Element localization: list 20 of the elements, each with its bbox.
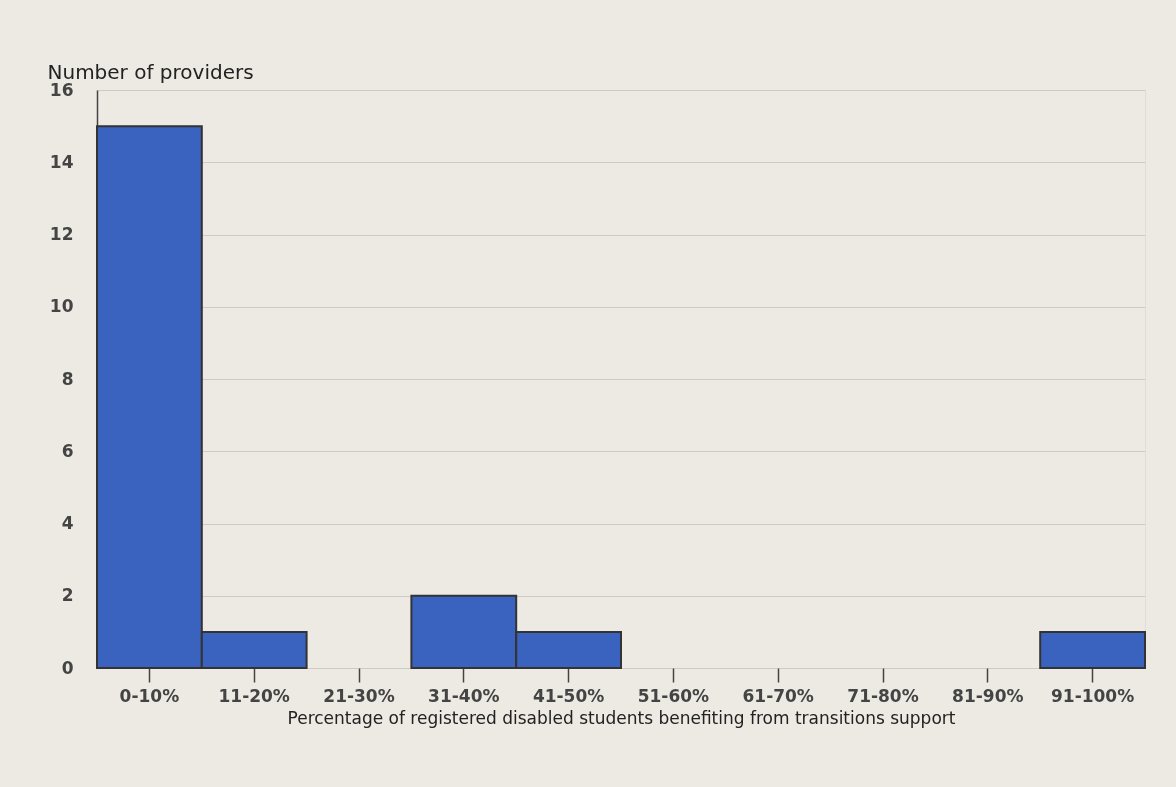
y-tick-label: 10: [49, 296, 74, 317]
x-tick-label: 31-40%: [428, 685, 500, 706]
y-tick-label: 4: [61, 513, 74, 533]
y-tick-label: 2: [61, 585, 74, 606]
x-tick-label: 61-70%: [742, 685, 814, 706]
y-tick-label: 0: [61, 657, 74, 678]
y-tick-label: 12: [49, 224, 74, 244]
y-tick-label: 6: [61, 440, 74, 461]
x-tick-label: 51-60%: [637, 685, 710, 706]
y-tick-label: 14: [49, 151, 74, 172]
x-tick-label: 81-90%: [952, 685, 1024, 706]
x-tick-label: 41-50%: [532, 685, 605, 706]
y-tick-label: 8: [61, 368, 74, 389]
x-axis-title: Percentage of registered disabled students benefiting from transitions support: [287, 707, 956, 728]
x-tick-label: 21-30%: [323, 685, 395, 706]
x-tick-label: 0-10%: [119, 685, 180, 706]
x-tick-label: 11-20%: [218, 685, 290, 706]
x-tick-label: 91-100%: [1050, 685, 1135, 706]
bar: [1039, 630, 1146, 669]
x-tick-label: 71-80%: [847, 685, 919, 706]
